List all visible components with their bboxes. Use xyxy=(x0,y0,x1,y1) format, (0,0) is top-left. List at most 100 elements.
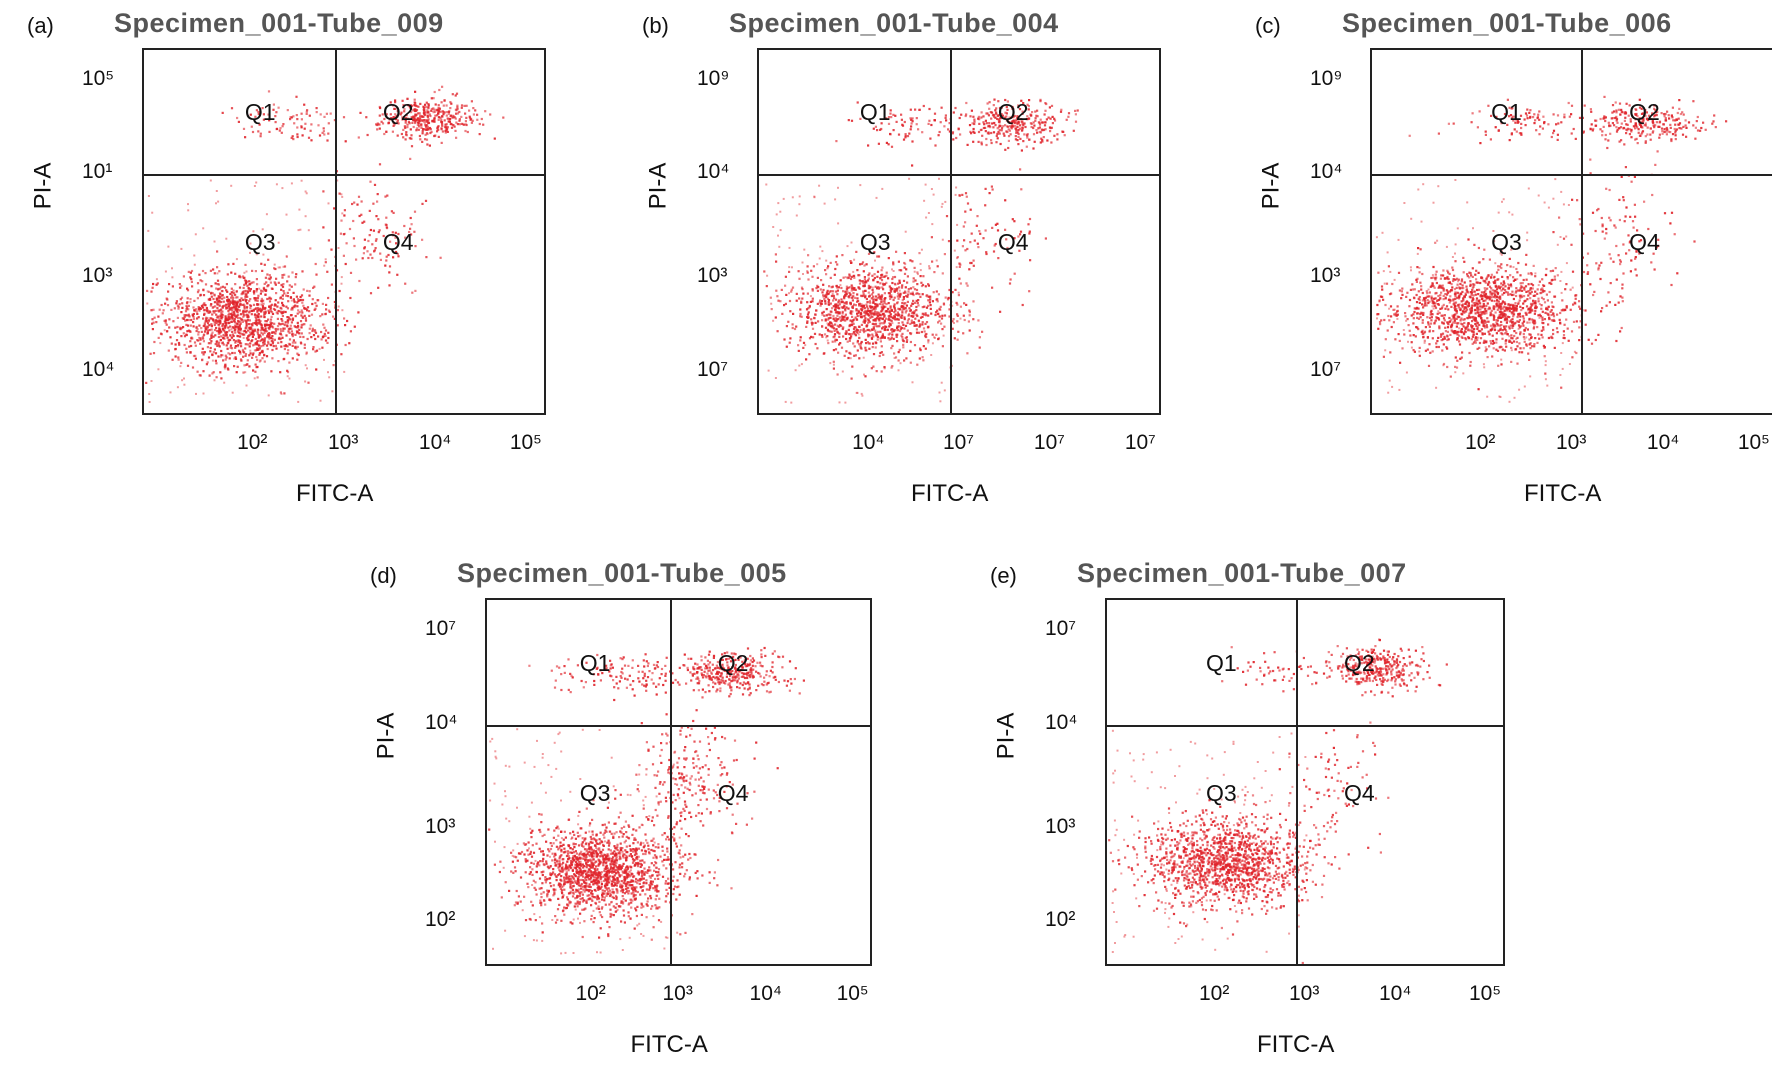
data-point xyxy=(253,292,255,294)
data-point xyxy=(323,116,325,118)
data-point xyxy=(944,201,946,203)
data-point xyxy=(1027,133,1029,135)
data-point xyxy=(156,278,158,280)
data-point xyxy=(1610,282,1612,284)
data-point xyxy=(1049,106,1051,108)
data-point xyxy=(265,327,267,329)
data-point xyxy=(1067,116,1069,118)
data-point xyxy=(239,309,241,311)
data-point xyxy=(844,355,846,357)
data-point xyxy=(327,133,329,135)
data-point xyxy=(825,273,827,275)
data-point xyxy=(302,299,304,301)
data-point xyxy=(967,285,969,287)
data-point xyxy=(349,297,351,299)
data-point xyxy=(976,215,978,217)
data-point xyxy=(388,271,390,273)
data-point xyxy=(1441,349,1443,351)
data-point xyxy=(896,318,898,320)
data-point xyxy=(1008,140,1010,142)
data-point xyxy=(198,308,200,310)
data-point xyxy=(275,292,277,294)
data-point xyxy=(1497,350,1499,352)
data-point xyxy=(859,263,861,265)
data-point xyxy=(205,283,207,285)
data-point xyxy=(465,117,467,119)
x-tick-label: 10⁵ xyxy=(510,431,542,455)
data-point xyxy=(819,333,821,335)
data-point xyxy=(925,333,927,335)
data-point xyxy=(996,223,998,225)
data-point xyxy=(345,344,347,346)
data-point xyxy=(320,400,322,402)
data-point xyxy=(1567,328,1569,330)
data-point xyxy=(249,307,251,309)
data-point xyxy=(331,390,333,392)
data-point xyxy=(887,329,889,331)
data-point xyxy=(1524,330,1526,332)
data-point xyxy=(195,393,197,395)
data-point xyxy=(350,330,352,332)
data-point xyxy=(824,333,826,335)
data-point xyxy=(1542,326,1544,328)
data-point xyxy=(1429,317,1431,319)
data-point xyxy=(264,361,266,363)
data-point xyxy=(268,338,270,340)
data-point xyxy=(863,270,865,272)
data-point xyxy=(300,125,302,127)
data-point xyxy=(233,339,235,341)
data-point xyxy=(241,292,243,294)
data-point xyxy=(222,324,224,326)
data-point xyxy=(1561,299,1563,301)
data-point xyxy=(882,318,884,320)
data-point xyxy=(1040,131,1042,133)
data-point xyxy=(257,130,259,132)
data-point xyxy=(213,294,215,296)
data-point xyxy=(966,352,968,354)
data-point xyxy=(958,294,960,296)
data-point xyxy=(324,333,326,335)
data-point xyxy=(245,331,247,333)
data-point xyxy=(211,332,213,334)
data-point xyxy=(899,314,901,316)
data-point xyxy=(922,356,924,358)
data-point xyxy=(866,298,868,300)
data-point xyxy=(1430,277,1432,279)
data-point xyxy=(163,309,165,311)
data-point xyxy=(873,128,875,130)
data-point xyxy=(902,340,904,342)
quadrant-label-q2: Q2 xyxy=(998,99,1029,126)
data-point xyxy=(225,355,227,357)
data-point xyxy=(990,111,992,113)
data-point xyxy=(302,324,304,326)
data-point xyxy=(908,313,910,315)
data-point xyxy=(930,308,932,310)
data-point xyxy=(1001,127,1003,129)
data-point xyxy=(234,328,236,330)
data-point xyxy=(1386,283,1388,285)
data-point xyxy=(1397,310,1399,312)
data-point xyxy=(476,119,478,121)
data-point xyxy=(831,325,833,327)
data-point xyxy=(302,336,304,338)
data-point xyxy=(985,144,987,146)
data-point xyxy=(286,255,288,257)
data-point xyxy=(325,258,327,260)
data-point xyxy=(201,351,203,353)
data-point xyxy=(858,326,860,328)
data-point xyxy=(166,331,168,333)
data-point xyxy=(939,131,941,133)
data-point xyxy=(353,202,355,204)
data-point xyxy=(1478,388,1480,390)
data-point xyxy=(969,329,971,331)
data-point xyxy=(974,240,976,242)
data-point xyxy=(850,335,852,337)
data-point xyxy=(457,112,459,114)
data-point xyxy=(815,287,817,289)
data-point xyxy=(238,328,240,330)
data-point xyxy=(438,136,440,138)
data-point xyxy=(290,296,292,298)
data-point xyxy=(1508,288,1510,290)
data-point xyxy=(291,286,293,288)
data-point xyxy=(221,290,223,292)
